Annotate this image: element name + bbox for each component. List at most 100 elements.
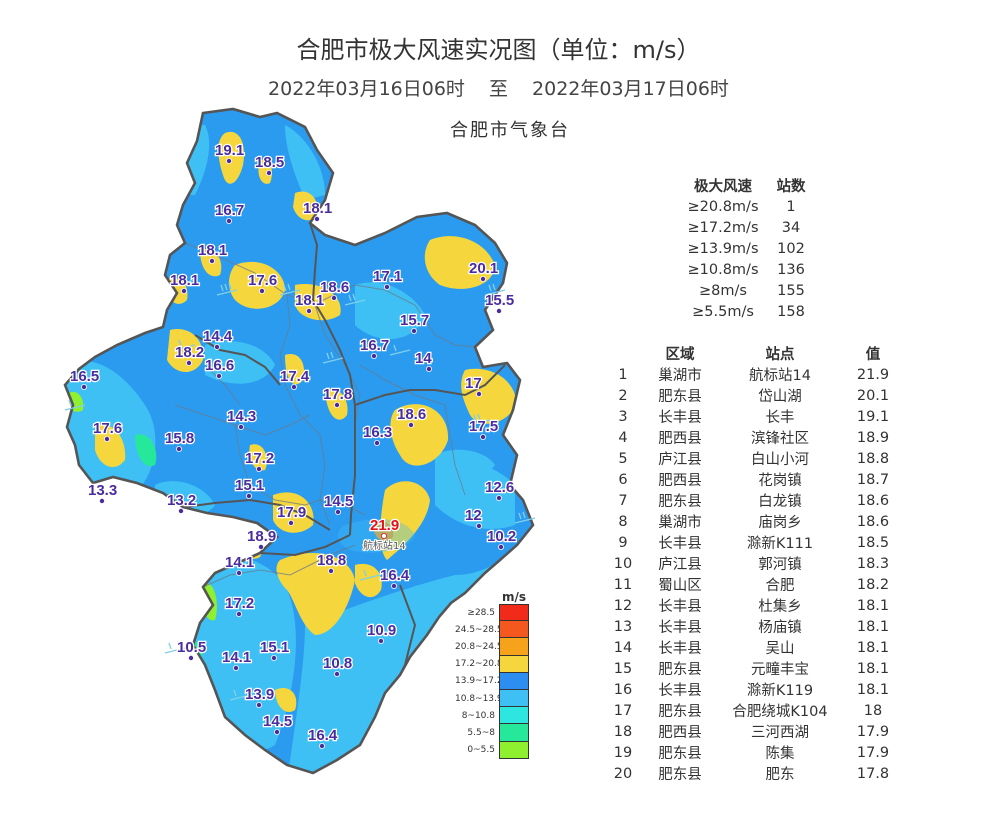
rank-value: 17.9 <box>856 744 890 761</box>
rank-row: 5 庐江县 白山小河 18.8 <box>606 448 906 469</box>
wind-speed-map: 19.118.516.7 18.118.118.1 17.6 18.618.117.1… <box>63 107 536 775</box>
rank-index: 18 <box>613 723 633 740</box>
rank-region: 庐江县 <box>658 452 702 468</box>
rank-row: 16 长丰县 滁新K119 18.1 <box>606 679 906 700</box>
rank-row: 14 长丰县 吴山 18.1 <box>606 637 906 658</box>
station-value-label: 17.8 <box>323 386 352 403</box>
station-dot <box>305 307 312 314</box>
station-dot <box>225 158 232 165</box>
rank-region: 长丰县 <box>658 683 702 699</box>
rank-index: 2 <box>618 387 628 404</box>
rank-region: 肥东县 <box>658 494 702 510</box>
station-dot <box>245 492 252 499</box>
station-dot <box>318 743 325 750</box>
rank-station: 长丰 <box>765 410 795 426</box>
station-dot <box>407 421 414 428</box>
station-dot <box>176 445 183 452</box>
station-count-table: 极大风速 站数 ≥20.8m/s 1 ≥17.2m/s 34 ≥13.9m/s 102 ≥1… <box>680 175 816 322</box>
legend-label: 0~5.5 <box>467 745 495 756</box>
station-value-label: 19.1 <box>215 142 244 159</box>
station-dot <box>235 569 242 576</box>
station-dot <box>258 287 265 294</box>
station-dot <box>495 307 502 314</box>
rank-region: 肥西县 <box>658 431 702 447</box>
rank-station: 庙岗乡 <box>758 515 802 531</box>
rank-header-value: 值 <box>865 347 881 363</box>
legend-label: 20.8~24.5 <box>455 641 503 652</box>
rank-value: 19.1 <box>856 408 890 425</box>
stats-count: 1 <box>786 198 796 215</box>
rank-index: 12 <box>613 597 633 614</box>
rank-value: 18.5 <box>856 534 890 551</box>
rank-station: 滁新K119 <box>746 683 814 699</box>
station-dot <box>99 497 106 504</box>
legend-item: 10.8~13.9 <box>455 689 533 708</box>
station-dot <box>213 343 220 350</box>
rank-header-station: 站点 <box>765 347 795 363</box>
station-value-label: 15.7 <box>400 312 429 329</box>
station-dot <box>383 283 390 290</box>
station-dot <box>390 582 397 589</box>
station-dot <box>178 507 185 514</box>
legend-label: 17.2~20.8 <box>455 659 503 670</box>
rank-value: 18.9 <box>856 429 890 446</box>
station-dot <box>497 543 504 550</box>
station-dot <box>410 327 417 334</box>
station-value-label: 10.5 <box>177 639 206 656</box>
rank-region: 长丰县 <box>658 410 702 426</box>
legend-swatch <box>499 621 529 639</box>
rank-row: 19 肥东县 陈集 17.9 <box>606 742 906 763</box>
station-value-label: 18.1 <box>295 292 324 309</box>
rank-station: 吴山 <box>765 641 795 657</box>
station-value-label: 18.9 <box>247 528 276 545</box>
rank-index: 20 <box>613 765 633 782</box>
station-value-label: 17.1 <box>373 268 402 285</box>
rank-row: 8 巢湖市 庙岗乡 18.6 <box>606 511 906 532</box>
legend-label: 13.9~17.2 <box>455 676 503 687</box>
station-value-label: 13.2 <box>167 492 196 509</box>
station-value-label: 17.2 <box>225 595 254 612</box>
rank-row: 18 肥西县 三河西湖 17.9 <box>606 721 906 742</box>
period-separator: 至 <box>488 78 508 100</box>
legend-label: 10.8~13.9 <box>455 693 503 704</box>
district-boundaries <box>174 242 476 588</box>
stats-header-count: 站数 <box>776 179 806 195</box>
station-dot <box>290 383 297 390</box>
station-dot <box>479 275 486 282</box>
station-value-label: 18.6 <box>397 406 426 423</box>
rank-region: 肥东县 <box>658 746 702 762</box>
rank-row: 9 长丰县 滁新K111 18.5 <box>606 532 906 553</box>
rank-value: 17.8 <box>856 765 890 782</box>
station-dot <box>479 433 486 440</box>
legend-swatch <box>499 604 529 622</box>
station-dot <box>80 383 87 390</box>
stats-count: 136 <box>777 261 805 278</box>
rank-region: 蜀山区 <box>658 578 702 594</box>
station-value-label: 13.3 <box>88 482 117 499</box>
rank-row: 11 蜀山区 合肥 18.2 <box>606 574 906 595</box>
rank-region: 长丰县 <box>658 641 702 657</box>
rank-row: 6 肥西县 花岗镇 18.7 <box>606 469 906 490</box>
station-value-label: 17.2 <box>245 450 274 467</box>
rank-region: 肥西县 <box>658 725 702 741</box>
stats-row: ≥13.9m/s 102 <box>680 238 816 259</box>
max-station-name: 航标站14 <box>363 539 406 552</box>
station-value-label: 20.1 <box>469 260 498 277</box>
station-dot <box>377 638 384 645</box>
rank-station: 航标站14 <box>749 368 811 384</box>
rank-row: 2 肥东县 岱山湖 20.1 <box>606 385 906 406</box>
station-value-label: 14.1 <box>222 649 251 666</box>
stats-threshold: ≥10.8m/s <box>687 261 759 278</box>
station-value-label: 15.1 <box>235 477 264 494</box>
rank-value: 21.9 <box>856 366 890 383</box>
stats-header-speed: 极大风速 <box>694 179 752 195</box>
legend-swatch <box>499 707 529 725</box>
stats-row: ≥8m/s 155 <box>680 280 816 301</box>
rank-row: 1 巢湖市 航标站14 21.9 <box>606 364 906 385</box>
stats-threshold: ≥5.5m/s <box>692 303 754 320</box>
station-value-label: 14.3 <box>227 408 256 425</box>
station-value-label: 13.9 <box>245 686 274 703</box>
rank-region: 肥东县 <box>658 662 702 678</box>
rank-index: 11 <box>613 576 633 593</box>
rank-row: 12 长丰县 杜集乡 18.1 <box>606 595 906 616</box>
